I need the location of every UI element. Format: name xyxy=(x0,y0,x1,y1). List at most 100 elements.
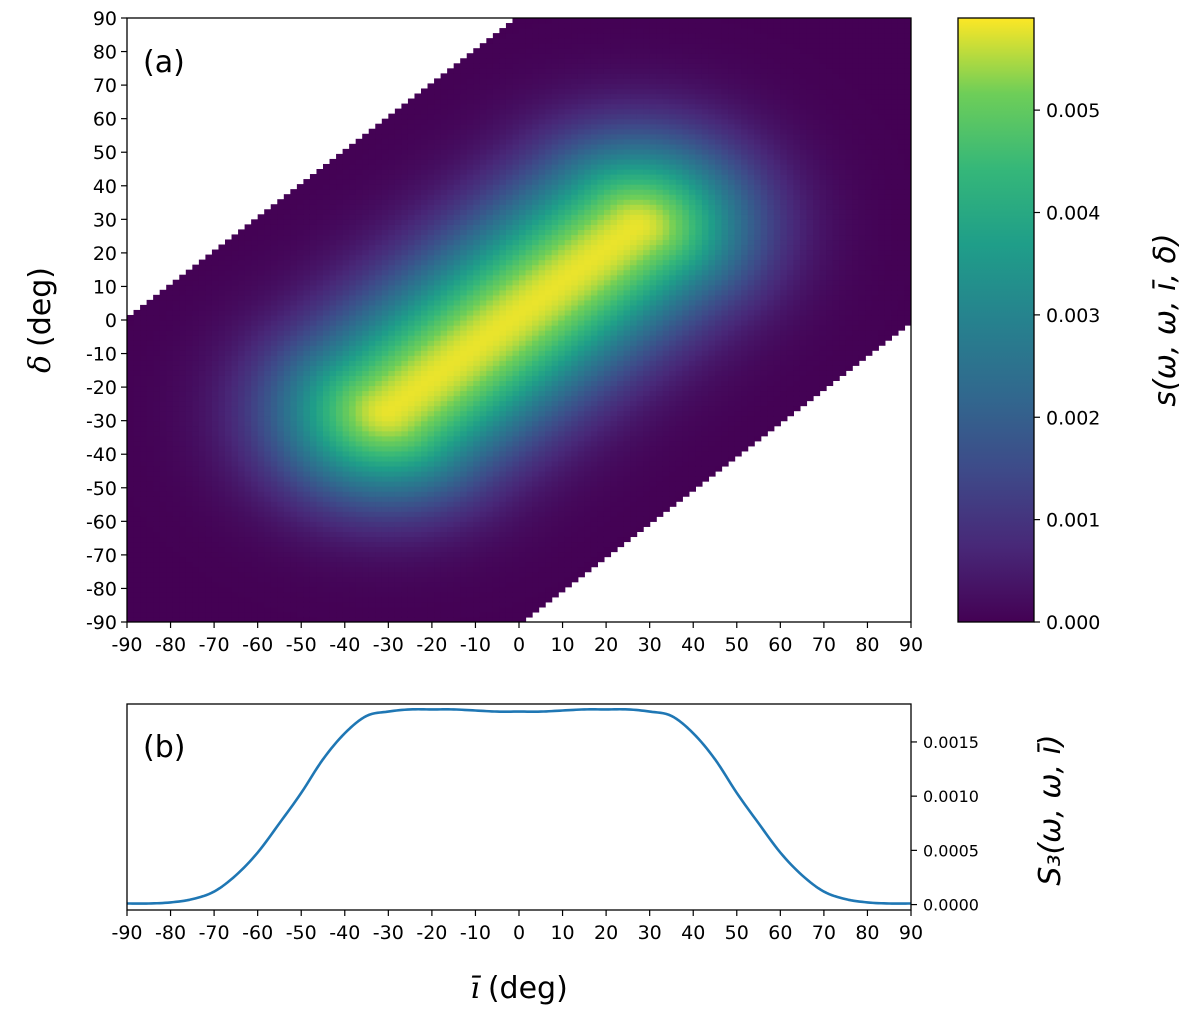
heatmap-cell xyxy=(349,566,357,573)
heatmap-cell xyxy=(277,516,285,522)
heatmap-cell xyxy=(368,330,376,336)
heatmap-cell xyxy=(179,385,187,392)
heatmap-cell xyxy=(381,279,389,286)
heatmap-cell xyxy=(179,481,187,487)
heatmap-cell xyxy=(394,611,402,618)
heatmap-cell xyxy=(336,465,344,472)
heatmap-cell xyxy=(270,385,278,392)
heatmap-cell xyxy=(231,616,239,622)
heatmap-cell xyxy=(407,355,416,361)
heatmap-cell xyxy=(381,445,389,452)
heatmap-cell xyxy=(447,556,455,563)
heatmap-cell xyxy=(368,128,376,135)
heatmap-cell xyxy=(192,481,200,487)
heatmap-cell xyxy=(375,199,383,205)
heatmap-cell xyxy=(303,194,311,200)
heatmap-cell xyxy=(238,536,246,543)
heatmap-cell xyxy=(440,360,448,366)
heatmap-cell xyxy=(421,375,429,381)
heatmap-cell xyxy=(394,471,402,477)
heatmap-cell xyxy=(146,531,154,538)
heatmap-cell xyxy=(238,445,246,452)
heatmap-cell xyxy=(264,430,272,437)
heatmap-cell xyxy=(460,450,468,457)
heatmap-cell xyxy=(277,521,285,527)
heatmap-cell xyxy=(434,380,442,387)
heatmap-cell xyxy=(198,340,206,346)
heatmap-cell xyxy=(336,194,344,200)
heatmap-cell xyxy=(238,400,246,407)
heatmap-cell xyxy=(172,611,180,618)
heatmap-cell xyxy=(394,284,402,291)
heatmap-cell xyxy=(277,410,285,417)
heatmap-cell xyxy=(414,264,422,271)
heatmap-cell xyxy=(192,294,200,301)
heatmap-cell xyxy=(473,148,481,155)
heatmap-cell xyxy=(427,289,435,296)
heatmap-cell xyxy=(401,314,409,321)
heatmap-cell xyxy=(447,224,455,230)
heatmap-cell xyxy=(153,481,161,487)
heatmap-cell xyxy=(434,611,442,618)
heatmap-cell xyxy=(166,309,174,316)
heatmap-cell xyxy=(159,289,167,296)
heatmap-cell xyxy=(486,53,494,59)
heatmap-cell xyxy=(407,103,416,110)
heatmap-cell xyxy=(375,566,383,573)
heatmap-cell xyxy=(225,304,233,311)
heatmap-cell xyxy=(309,249,318,256)
heatmap-cell xyxy=(192,269,200,276)
heatmap-cell xyxy=(355,355,363,361)
heatmap-cell xyxy=(460,289,468,296)
heatmap-cell xyxy=(166,566,174,573)
heatmap-cell xyxy=(460,249,468,256)
heatmap-cell xyxy=(336,476,344,482)
heatmap-cell xyxy=(264,390,272,397)
heatmap-cell xyxy=(342,410,350,417)
heatmap-cell xyxy=(453,249,461,256)
heatmap-cell xyxy=(172,460,180,467)
heatmap-cell xyxy=(368,400,376,407)
heatmap-cell xyxy=(211,325,220,331)
heatmap-cell xyxy=(479,521,487,527)
heatmap-cell xyxy=(264,249,272,256)
heatmap-cell xyxy=(401,128,409,135)
heatmap-cell xyxy=(251,425,259,432)
heatmap-cell xyxy=(283,229,291,236)
heatmap-cell xyxy=(388,320,396,326)
heatmap-cell xyxy=(434,481,442,487)
heatmap-cell xyxy=(309,279,318,286)
heatmap-cell xyxy=(179,405,187,412)
heatmap-cell xyxy=(244,596,252,603)
heatmap-cell xyxy=(414,370,422,376)
heatmap-cell xyxy=(159,405,167,412)
heatmap-cell xyxy=(401,370,409,376)
heatmap-cell xyxy=(453,561,461,568)
heatmap-cell xyxy=(290,511,298,517)
heatmap-cell xyxy=(414,566,422,573)
heatmap-cell xyxy=(192,531,200,538)
heatmap-cell xyxy=(225,511,233,517)
heatmap-cell xyxy=(303,425,311,432)
heatmap-cell xyxy=(225,294,233,301)
heatmap-cell xyxy=(244,591,252,598)
heatmap-cell xyxy=(342,224,350,230)
heatmap-cell xyxy=(362,420,370,427)
heatmap-cell xyxy=(192,274,200,281)
heatmap-cell xyxy=(342,345,350,351)
heatmap-cell xyxy=(251,581,259,588)
heatmap-cell xyxy=(447,531,455,538)
heatmap-cell xyxy=(466,556,474,563)
heatmap-cell xyxy=(244,455,252,462)
heatmap-cell xyxy=(205,375,213,381)
heatmap-cell xyxy=(179,496,187,502)
heatmap-cell xyxy=(466,63,474,69)
heatmap-cell xyxy=(146,365,154,371)
heatmap-cell xyxy=(296,516,304,522)
heatmap-cell xyxy=(192,606,200,613)
heatmap-cell xyxy=(375,425,383,432)
heatmap-cell xyxy=(336,259,344,266)
heatmap-cell xyxy=(140,536,148,543)
heatmap-cell xyxy=(407,254,416,261)
heatmap-cell xyxy=(486,355,494,361)
